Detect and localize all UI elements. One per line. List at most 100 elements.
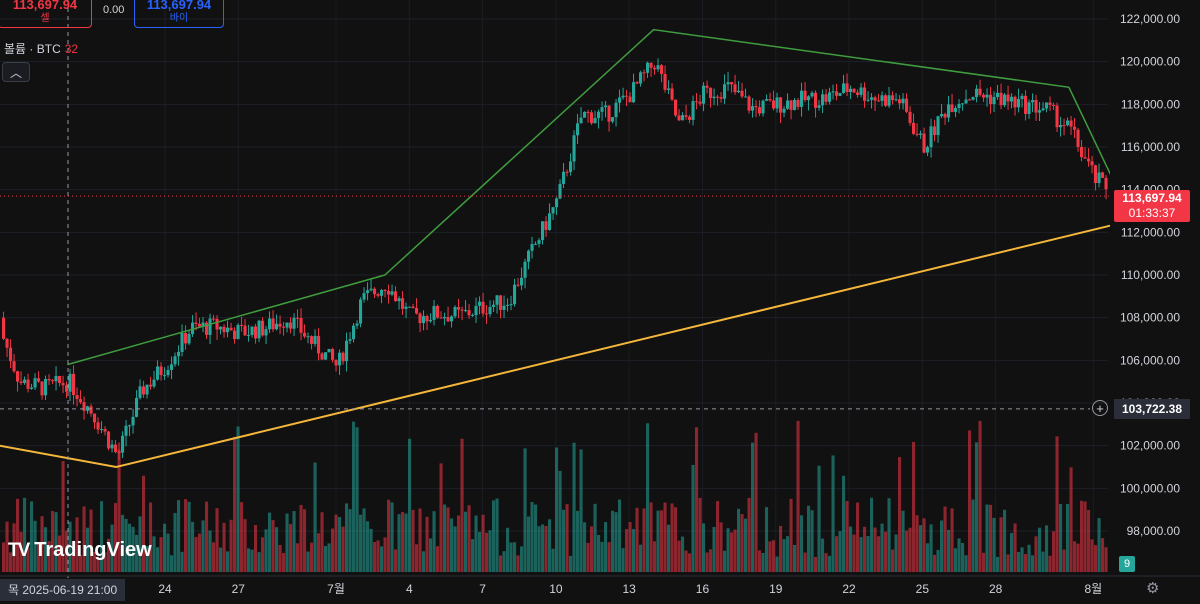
volume-bar xyxy=(303,509,307,572)
candle-body xyxy=(565,171,569,173)
y-tick-label: 98,000.00 xyxy=(1127,524,1181,538)
candle-body xyxy=(366,290,370,294)
candle-body xyxy=(828,92,832,102)
candle-body xyxy=(544,221,548,230)
volume-bar xyxy=(1097,518,1101,572)
candle-body xyxy=(520,277,524,286)
volume-bar xyxy=(726,528,730,572)
volume-bar xyxy=(859,537,863,572)
add-alert-plus-icon[interactable]: + xyxy=(1092,400,1108,416)
candle-body xyxy=(429,319,433,322)
volume-bar xyxy=(390,502,394,572)
volume-bar xyxy=(730,532,734,572)
candle-body xyxy=(723,84,727,99)
candle-body xyxy=(712,96,716,99)
y-tick-label: 108,000.00 xyxy=(1120,311,1180,325)
volume-bar xyxy=(285,513,289,572)
volume-bar xyxy=(404,513,408,572)
volume-bar xyxy=(677,540,681,572)
candle-body xyxy=(915,133,919,135)
volume-bar xyxy=(194,536,198,572)
sell-button[interactable]: 113,697.94 셀 xyxy=(0,0,92,28)
volume-bar xyxy=(324,546,328,572)
volume-bar xyxy=(348,509,352,572)
volume-bar xyxy=(243,519,247,572)
volume-bar xyxy=(450,518,454,572)
candle-body xyxy=(772,100,776,109)
candle-body xyxy=(653,67,657,70)
candle-body xyxy=(793,99,797,110)
gear-icon[interactable]: ⚙ xyxy=(1146,580,1160,597)
candle-body xyxy=(555,198,559,208)
volume-bar xyxy=(506,527,510,572)
candle-body xyxy=(107,431,111,449)
volume-bar xyxy=(954,548,958,572)
candle-body xyxy=(751,106,755,111)
candle-body xyxy=(208,318,212,335)
y-tick-label: 116,000.00 xyxy=(1121,140,1180,154)
candle-body xyxy=(863,87,867,101)
x-tick-label: 27 xyxy=(232,582,246,596)
candle-body xyxy=(527,250,531,262)
volume-legend[interactable]: 볼륨 · BTC 32 xyxy=(4,40,78,57)
volume-bar xyxy=(54,512,58,572)
volume-bar xyxy=(471,539,475,572)
collapse-legend-button[interactable]: ︿ xyxy=(2,62,30,82)
volume-bar xyxy=(828,555,832,572)
candle-body xyxy=(625,95,629,97)
volume-bar xyxy=(856,502,860,572)
volume-bar xyxy=(481,514,485,572)
candle-body xyxy=(114,444,118,453)
candle-body xyxy=(96,422,100,430)
candle-body xyxy=(261,320,265,336)
volume-bar xyxy=(702,523,706,572)
volume-bar xyxy=(957,538,961,572)
volume-bar xyxy=(75,517,79,572)
trendline-upper xyxy=(67,28,1119,366)
candle-body xyxy=(646,62,650,73)
candle-body xyxy=(870,97,874,100)
candle-body xyxy=(352,325,356,340)
candle-body xyxy=(219,326,223,330)
volume-bar xyxy=(107,538,111,572)
candle-body xyxy=(740,90,744,97)
candle-body xyxy=(418,313,422,324)
volume-bar xyxy=(590,526,594,572)
candle-body xyxy=(348,339,352,341)
volume-bar xyxy=(320,512,324,572)
candle-body xyxy=(1101,172,1105,178)
volume-bar xyxy=(362,508,366,572)
volume-bar xyxy=(691,464,695,572)
candle-body xyxy=(982,94,986,98)
candle-body xyxy=(446,316,450,322)
candle-body xyxy=(240,324,244,326)
candle-body xyxy=(121,435,125,453)
volume-bar xyxy=(397,514,401,572)
buy-label: 바이 xyxy=(169,13,189,24)
candle-body xyxy=(320,353,324,360)
volume-bar xyxy=(229,519,233,572)
volume-bar xyxy=(751,442,755,572)
candle-body xyxy=(422,315,426,324)
candle-body xyxy=(593,118,597,124)
candle-body xyxy=(509,304,513,306)
volume-bar xyxy=(551,548,555,572)
volume-bar xyxy=(831,455,835,572)
candle-body xyxy=(684,115,688,117)
volume-bar xyxy=(894,534,898,572)
volume-bar xyxy=(607,542,611,572)
volume-bar xyxy=(58,535,62,572)
volume-bar xyxy=(618,499,622,572)
candle-body xyxy=(404,306,408,309)
candle-body xyxy=(821,94,825,106)
volume-bar xyxy=(191,521,195,572)
volume-bar xyxy=(1059,503,1063,572)
volume-bar xyxy=(110,524,114,572)
volume-bar xyxy=(565,504,569,572)
volume-bar xyxy=(359,514,363,572)
volume-bar xyxy=(604,522,608,572)
buy-button[interactable]: 113,697.94 바이 xyxy=(134,0,224,28)
volume-bar xyxy=(824,553,828,572)
volume-bar xyxy=(1034,536,1038,572)
